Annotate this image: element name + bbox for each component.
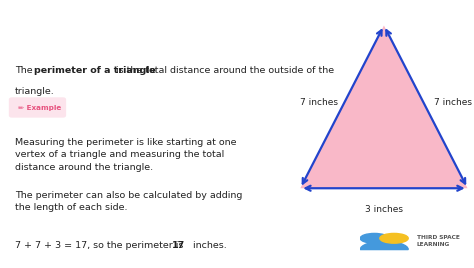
- Text: 7 inches: 7 inches: [434, 98, 472, 107]
- Wedge shape: [360, 241, 408, 250]
- Circle shape: [360, 233, 389, 243]
- Text: The: The: [15, 66, 36, 75]
- Text: 7 inches: 7 inches: [301, 98, 338, 107]
- Text: ✏ Example: ✏ Example: [18, 105, 62, 111]
- Text: perimeter of a triangle: perimeter of a triangle: [34, 66, 156, 75]
- Text: 3 inches: 3 inches: [365, 205, 403, 214]
- Text: is the total distance around the outside of the: is the total distance around the outside…: [113, 66, 334, 75]
- Polygon shape: [301, 25, 467, 188]
- Text: Perimeter of a Triangle: Perimeter of a Triangle: [12, 18, 238, 36]
- FancyBboxPatch shape: [9, 97, 66, 118]
- Text: triangle.: triangle.: [15, 87, 55, 96]
- Text: THIRD SPACE
LEARNING: THIRD SPACE LEARNING: [417, 235, 460, 247]
- Text: Measuring the perimeter is like starting at one
vertex of a triangle and measuri: Measuring the perimeter is like starting…: [15, 137, 236, 172]
- Text: The perimeter can also be calculated by adding
the length of each side.: The perimeter can also be calculated by …: [15, 191, 242, 213]
- Text: 7 + 7 + 3 = 17, so the perimeter is: 7 + 7 + 3 = 17, so the perimeter is: [15, 241, 186, 251]
- Circle shape: [380, 233, 408, 243]
- Text: inches.: inches.: [190, 241, 227, 251]
- Text: 17: 17: [172, 241, 185, 251]
